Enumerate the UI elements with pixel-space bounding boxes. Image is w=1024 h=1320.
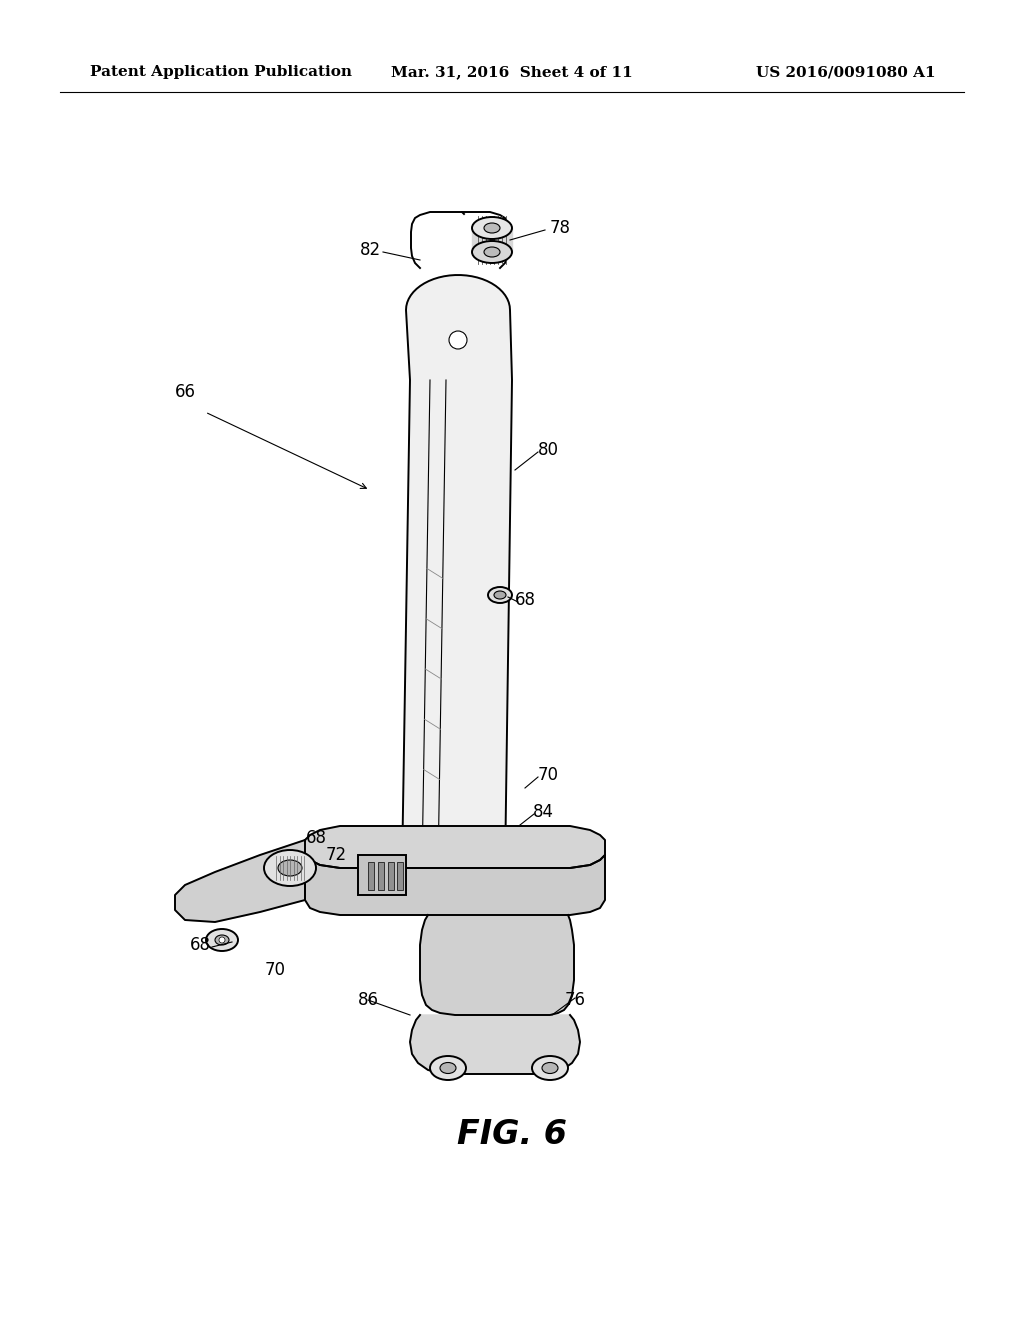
Text: Patent Application Publication: Patent Application Publication xyxy=(90,65,352,79)
Text: FIG. 6: FIG. 6 xyxy=(457,1118,567,1151)
Text: 68: 68 xyxy=(514,591,536,609)
Ellipse shape xyxy=(488,587,512,603)
Ellipse shape xyxy=(215,935,229,945)
FancyBboxPatch shape xyxy=(378,862,384,890)
FancyBboxPatch shape xyxy=(397,862,403,890)
Ellipse shape xyxy=(440,1063,456,1073)
Ellipse shape xyxy=(206,929,238,950)
Polygon shape xyxy=(410,1015,580,1074)
Polygon shape xyxy=(420,915,574,1015)
Circle shape xyxy=(219,937,225,942)
Ellipse shape xyxy=(472,242,512,263)
Circle shape xyxy=(449,331,467,348)
Text: Mar. 31, 2016  Sheet 4 of 11: Mar. 31, 2016 Sheet 4 of 11 xyxy=(391,65,633,79)
Polygon shape xyxy=(305,826,605,869)
Polygon shape xyxy=(305,855,605,915)
Ellipse shape xyxy=(430,1056,466,1080)
Ellipse shape xyxy=(264,850,316,886)
Polygon shape xyxy=(472,228,512,252)
Ellipse shape xyxy=(542,1063,558,1073)
Ellipse shape xyxy=(472,216,512,239)
Polygon shape xyxy=(402,275,512,870)
Ellipse shape xyxy=(484,223,500,234)
Text: 72: 72 xyxy=(326,846,346,865)
FancyBboxPatch shape xyxy=(388,862,394,890)
Text: 68: 68 xyxy=(305,829,327,847)
Text: US 2016/0091080 A1: US 2016/0091080 A1 xyxy=(757,65,936,79)
Ellipse shape xyxy=(494,591,506,599)
Ellipse shape xyxy=(532,1056,568,1080)
Polygon shape xyxy=(175,840,305,921)
Text: 68: 68 xyxy=(189,936,211,954)
Ellipse shape xyxy=(484,247,500,257)
Text: 80: 80 xyxy=(538,441,558,459)
Text: 76: 76 xyxy=(564,991,586,1008)
Ellipse shape xyxy=(278,861,302,876)
Text: 66: 66 xyxy=(174,383,196,401)
Text: 84: 84 xyxy=(532,803,554,821)
Text: 70: 70 xyxy=(538,766,558,784)
Text: 70: 70 xyxy=(264,961,286,979)
FancyBboxPatch shape xyxy=(358,855,406,895)
FancyBboxPatch shape xyxy=(368,862,374,890)
Text: 78: 78 xyxy=(550,219,570,238)
Text: 82: 82 xyxy=(359,242,381,259)
Text: 86: 86 xyxy=(357,991,379,1008)
